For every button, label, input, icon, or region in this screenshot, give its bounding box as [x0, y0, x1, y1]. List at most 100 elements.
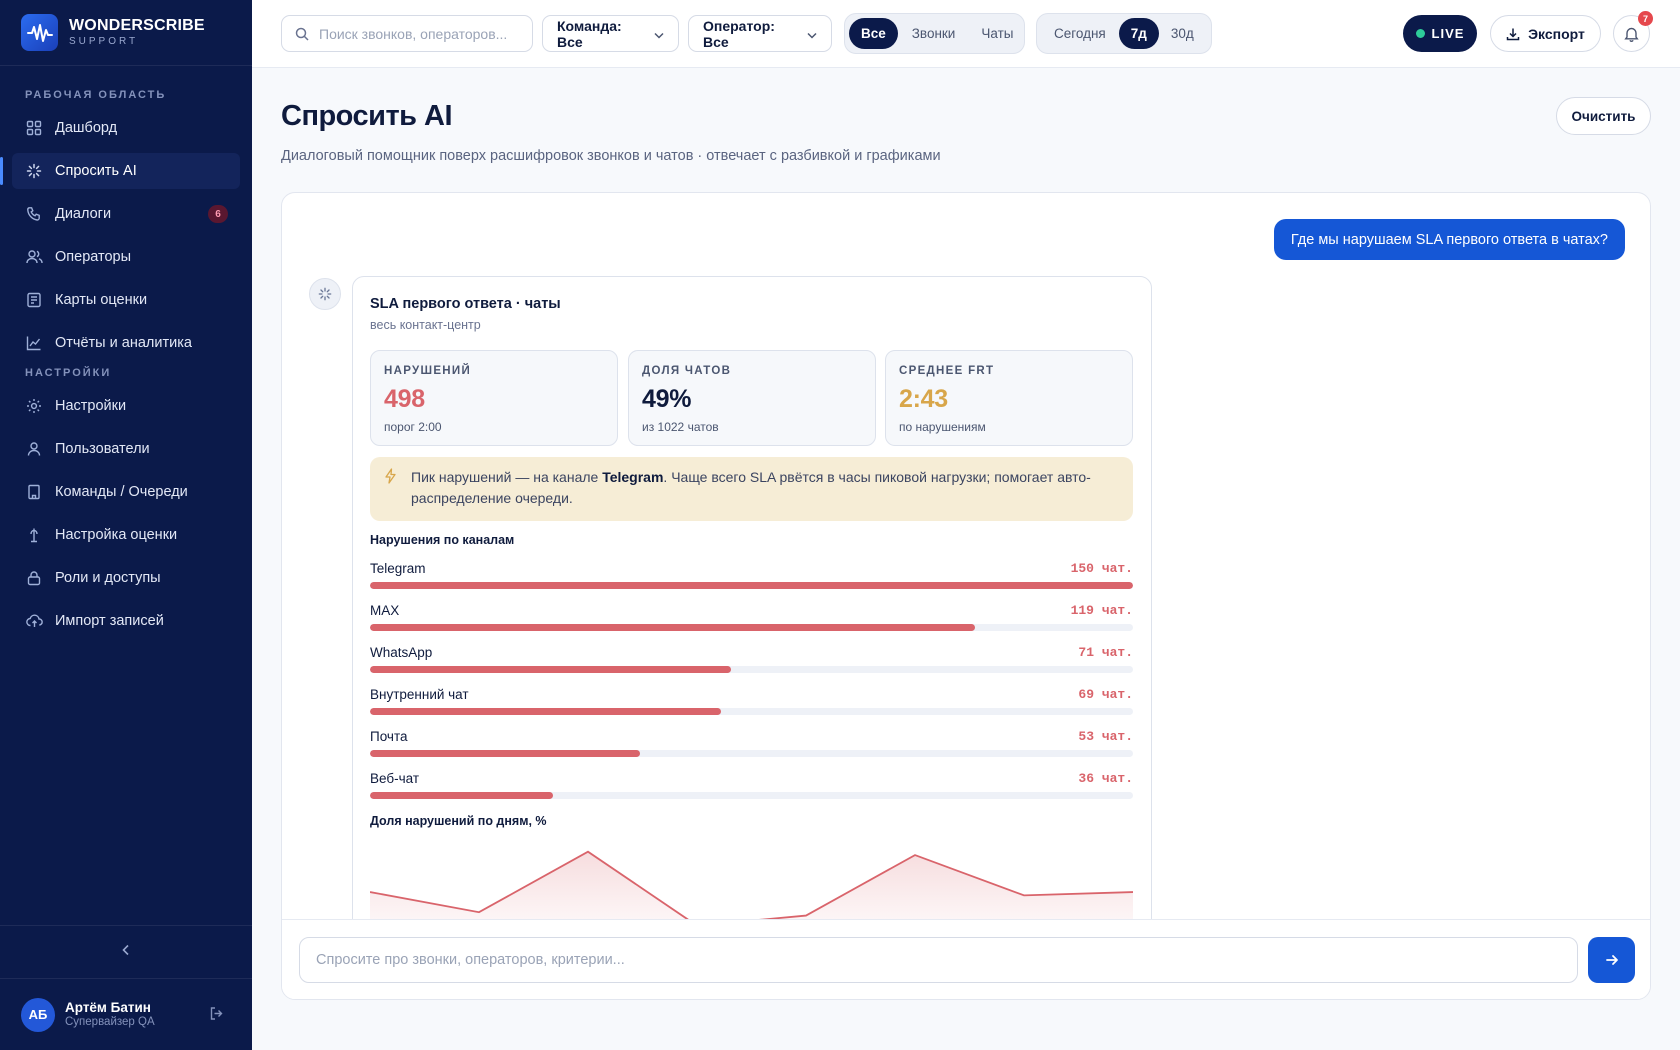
sidebar-item-operators[interactable]: Операторы	[12, 239, 240, 275]
channel-value-label: 69 чат.	[1078, 687, 1133, 702]
sidebar-item-reports[interactable]: Отчёты и аналитика	[12, 325, 240, 361]
channel-name: MAX	[370, 603, 400, 618]
collapse-sidebar-button[interactable]	[0, 925, 252, 978]
type-filter-chats[interactable]: Чаты	[981, 26, 1014, 41]
area-fill	[370, 851, 1133, 935]
channel-bar	[370, 750, 640, 757]
period-filter-7d[interactable]: 7д	[1118, 18, 1159, 49]
export-button[interactable]: Экспорт	[1490, 15, 1601, 52]
channel-bar-track	[370, 666, 1133, 673]
live-button[interactable]: LIVE	[1403, 15, 1477, 52]
period-filter-today[interactable]: Сегодня	[1054, 26, 1106, 41]
arrow-right-icon	[1605, 953, 1619, 967]
type-filter-calls[interactable]: Звонки	[911, 26, 956, 41]
channel-bar-row: MAX 119 чат.	[370, 603, 1133, 639]
sidebar-item-scoring-setup[interactable]: Настройка оценки	[12, 517, 240, 553]
brand[interactable]: WONDERSCRIBE SUPPORT	[0, 0, 252, 66]
insight-channel: Telegram	[602, 469, 664, 485]
team-dropdown[interactable]: Команда: Все	[542, 15, 679, 52]
sidebar-item-teams-queues[interactable]: Команды / Очереди	[12, 474, 240, 510]
sidebar-item-label: Диалоги	[55, 206, 112, 222]
sidebar-item-dashboard[interactable]: Дашборд	[12, 110, 240, 146]
channel-value-label: 53 чат.	[1078, 729, 1133, 744]
kpi-value: 49%	[642, 385, 692, 413]
composer-input[interactable]	[299, 937, 1578, 983]
clear-button[interactable]: Очистить	[1556, 97, 1651, 135]
live-label: LIVE	[1431, 26, 1465, 41]
gear-icon	[25, 397, 43, 415]
kpi-label: ДОЛЯ ЧАТОВ	[642, 365, 732, 377]
sidebar-item-label: Роли и доступы	[55, 570, 161, 586]
channel-name: Telegram	[370, 561, 426, 576]
sidebar-item-import-records[interactable]: Импорт записей	[12, 603, 240, 639]
channel-name: Внутренний чат	[370, 687, 469, 702]
answer-subtitle: весь контакт-центр	[370, 318, 481, 332]
ai-assistant-icon	[309, 278, 341, 310]
search-icon	[295, 27, 309, 41]
channels-chart-title: Нарушения по каналам	[370, 533, 515, 547]
channel-bar-track	[370, 750, 1133, 757]
daily-chart-title: Доля нарушений по дням, %	[370, 814, 547, 828]
sidebar-item-ask-ai[interactable]: Спросить AI	[0, 153, 240, 189]
building-icon	[25, 483, 43, 501]
dashboard-icon	[25, 119, 43, 137]
sidebar-item-label: Отчёты и аналитика	[55, 335, 192, 351]
kpi-note: по нарушениям	[899, 420, 986, 434]
kpi-chat-share: ДОЛЯ ЧАТОВ 49% из 1022 чатов	[628, 350, 876, 446]
notifications-button[interactable]: 7	[1613, 11, 1653, 52]
sidebar: WONDERSCRIBE SUPPORT РАБОЧАЯ ОБЛАСТЬ Даш…	[0, 0, 252, 1050]
brand-name: WONDERSCRIBE	[69, 17, 205, 34]
sidebar-item-label: Импорт записей	[55, 613, 164, 629]
period-filter: Сегодня 7д 30д	[1036, 13, 1212, 54]
kpi-note: порог 2:00	[384, 420, 442, 434]
operator-dropdown[interactable]: Оператор: Все	[688, 15, 832, 52]
answer-title: SLA первого ответа · чаты	[370, 296, 561, 312]
sidebar-item-label: Карты оценки	[55, 292, 148, 308]
composer	[282, 919, 1650, 999]
channel-value-label: 150 чат.	[1070, 561, 1133, 576]
user-name: Артём Батин	[65, 999, 151, 1015]
page-subtitle: Диалоговый помощник поверх расшифровок з…	[281, 148, 941, 164]
channel-bar-track	[370, 582, 1133, 589]
download-icon	[1506, 27, 1520, 41]
search-box[interactable]	[281, 15, 533, 52]
send-button[interactable]	[1588, 937, 1635, 983]
channel-bar-row: WhatsApp 71 чат.	[370, 645, 1133, 681]
sidebar-item-users[interactable]: Пользователи	[12, 431, 240, 467]
channel-bar-row: Почта 53 чат.	[370, 729, 1133, 765]
sidebar-item-roles-access[interactable]: Роли и доступы	[12, 560, 240, 596]
type-filter-all[interactable]: Все	[849, 18, 898, 49]
sidebar-item-scorecards[interactable]: Карты оценки	[12, 282, 240, 318]
bell-icon	[1624, 26, 1639, 42]
search-input[interactable]	[319, 25, 519, 42]
channel-bar	[370, 708, 721, 715]
user-profile[interactable]: АБ Артём Батин Супервайзер QA	[0, 978, 252, 1050]
live-status-dot	[1415, 29, 1425, 38]
channel-bar-row: Telegram 150 чат.	[370, 561, 1133, 597]
export-label: Экспорт	[1528, 25, 1585, 42]
sidebar-item-dialogs[interactable]: Диалоги 6	[12, 196, 240, 232]
chat-panel: Где мы нарушаем SLA первого ответа в чат…	[281, 192, 1651, 1000]
insight-text-suffix: . Чаще всего SLA рвётся в часы пиковой н…	[411, 469, 1091, 506]
scale-icon	[25, 526, 43, 544]
channel-bar-row: Веб-чат 36 чат.	[370, 771, 1133, 807]
insight-callout: Пик нарушений — на канале Telegram. Чаще…	[370, 457, 1133, 521]
channel-bar-row: Внутренний чат 69 чат.	[370, 687, 1133, 723]
sparkle-icon	[25, 162, 43, 180]
lock-icon	[25, 569, 43, 587]
kpi-average-frt: СРЕДНЕЕ FRT 2:43 по нарушениям	[885, 350, 1133, 446]
cloud-upload-icon	[25, 612, 43, 630]
logout-icon[interactable]	[209, 1006, 224, 1026]
period-filter-30d[interactable]: 30д	[1170, 26, 1194, 41]
phone-icon	[25, 205, 43, 223]
avatar: АБ	[21, 997, 55, 1032]
scorecard-icon	[25, 291, 43, 309]
dialogs-count-badge: 6	[208, 205, 228, 223]
channel-value-label: 36 чат.	[1078, 771, 1133, 786]
insight-text-prefix: Пик нарушений — на канале	[411, 469, 603, 485]
user-icon	[25, 440, 43, 458]
kpi-violations: НАРУШЕНИЙ 498 порог 2:00	[370, 350, 618, 446]
sidebar-item-settings[interactable]: Настройки	[12, 388, 240, 424]
channel-bar	[370, 666, 732, 673]
sidebar-item-label: Дашборд	[55, 120, 118, 136]
